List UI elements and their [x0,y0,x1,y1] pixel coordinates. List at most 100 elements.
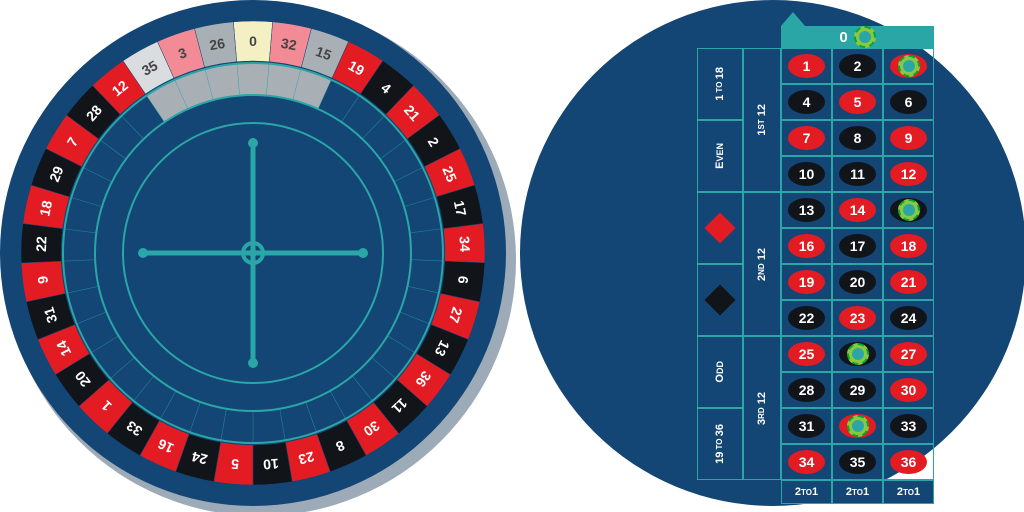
dozen-label: 1ST 12 [756,104,768,136]
number-pill: 22 [788,306,825,330]
bet-number-19[interactable]: 19 [781,264,832,300]
outside-label: 19 TO 36 [714,424,726,464]
number-pill: 17 [839,234,876,258]
number-pill: 29 [839,378,876,402]
svg-text:5: 5 [230,456,239,473]
column-bets-row: 2 TO 12 TO 12 TO 1 [781,480,934,504]
number-pill: 25 [788,342,825,366]
bet-number-24[interactable]: 24 [883,300,934,336]
number-pill: 31 [788,414,825,438]
bet-number-2[interactable]: 2 [832,48,883,84]
outside-bet[interactable] [697,192,743,264]
number-pill: 36 [890,450,927,474]
zero-label: 0 [839,29,847,46]
number-pill: 16 [788,234,825,258]
svg-text:34: 34 [456,236,473,252]
number-pill: 28 [788,378,825,402]
bet-number-13[interactable]: 13 [781,192,832,228]
outside-bet[interactable] [697,264,743,336]
bet-number-18[interactable]: 18 [883,228,934,264]
number-pill: 11 [839,162,876,186]
column-bet[interactable]: 2 TO 1 [883,480,934,504]
bet-number-9[interactable]: 9 [883,120,934,156]
bet-number-33[interactable]: 33 [883,408,934,444]
chip-icon [854,26,876,48]
number-pill: 5 [839,90,876,114]
chip-icon [898,199,920,221]
bet-number-6[interactable]: 6 [883,84,934,120]
dozen-bet[interactable]: 3RD 12 [743,336,781,480]
bet-number-10[interactable]: 10 [781,156,832,192]
bet-number-35[interactable]: 35 [832,444,883,480]
bet-number-32[interactable]: 32 [832,408,883,444]
zero-pointer [781,12,805,26]
outside-label: 1 TO 18 [714,67,726,101]
outside-bet[interactable]: 1 TO 18 [697,48,743,120]
bet-number-22[interactable]: 22 [781,300,832,336]
bet-number-1[interactable]: 1 [781,48,832,84]
number-pill: 30 [890,378,927,402]
number-pill: 27 [890,342,927,366]
number-pill: 19 [788,270,825,294]
outside-bet[interactable]: EVEN [697,120,743,192]
number-pill: 14 [839,198,876,222]
number-pill: 33 [890,414,927,438]
bet-number-11[interactable]: 11 [832,156,883,192]
bet-zero[interactable]: 0 [781,26,934,48]
bet-number-8[interactable]: 8 [832,120,883,156]
bet-number-4[interactable]: 4 [781,84,832,120]
column-bet[interactable]: 2 TO 1 [832,480,883,504]
bet-number-26[interactable]: 26 [832,336,883,372]
number-pill: 20 [839,270,876,294]
bet-number-31[interactable]: 31 [781,408,832,444]
betting-table[interactable]: 0 1 TO 18 EVEN ODD 19 TO 36 1ST 12 2ND 12 3RD … [618,14,1024,504]
bet-number-20[interactable]: 20 [832,264,883,300]
svg-text:22: 22 [33,236,50,252]
number-pill: 13 [788,198,825,222]
dozen-label: 2ND 12 [756,248,768,281]
bet-number-5[interactable]: 5 [832,84,883,120]
bet-number-34[interactable]: 34 [781,444,832,480]
number-pill: 6 [890,90,927,114]
outside-label: EVEN [714,143,726,169]
dozen-bet[interactable]: 1ST 12 [743,48,781,192]
bet-number-23[interactable]: 23 [832,300,883,336]
chip-icon [898,55,920,77]
bet-number-36[interactable]: 36 [883,444,934,480]
number-pill: 18 [890,234,927,258]
svg-text:26: 26 [208,35,226,53]
bet-number-3[interactable]: 3 [883,48,934,84]
number-pill: 24 [890,306,927,330]
black-diamond-icon [704,284,735,315]
chip-icon [847,343,869,365]
bet-number-30[interactable]: 30 [883,372,934,408]
bet-number-7[interactable]: 7 [781,120,832,156]
number-pill: 8 [839,126,876,150]
number-pill: 10 [788,162,825,186]
svg-text:32: 32 [280,35,298,53]
outside-bet[interactable]: ODD [697,336,743,408]
bet-number-25[interactable]: 25 [781,336,832,372]
dozen-label: 3RD 12 [756,392,768,425]
bet-number-16[interactable]: 16 [781,228,832,264]
chip-icon [847,415,869,437]
outside-bet[interactable]: 19 TO 36 [697,408,743,480]
number-pill: 12 [890,162,927,186]
number-pill: 9 [890,126,927,150]
bet-number-17[interactable]: 17 [832,228,883,264]
bet-number-29[interactable]: 29 [832,372,883,408]
bet-number-15[interactable]: 15 [883,192,934,228]
number-pill: 23 [839,306,876,330]
bet-number-12[interactable]: 12 [883,156,934,192]
dozen-bet[interactable]: 2ND 12 [743,192,781,336]
svg-text:0: 0 [249,33,257,49]
number-pill: 7 [788,126,825,150]
bet-number-28[interactable]: 28 [781,372,832,408]
number-pill: 21 [890,270,927,294]
roulette-wheel[interactable]: 0321519421225173462713361130823105241633… [0,0,506,506]
column-bet[interactable]: 2 TO 1 [781,480,832,504]
bet-number-21[interactable]: 21 [883,264,934,300]
bet-number-27[interactable]: 27 [883,336,934,372]
bet-number-14[interactable]: 14 [832,192,883,228]
red-diamond-icon [704,212,735,243]
